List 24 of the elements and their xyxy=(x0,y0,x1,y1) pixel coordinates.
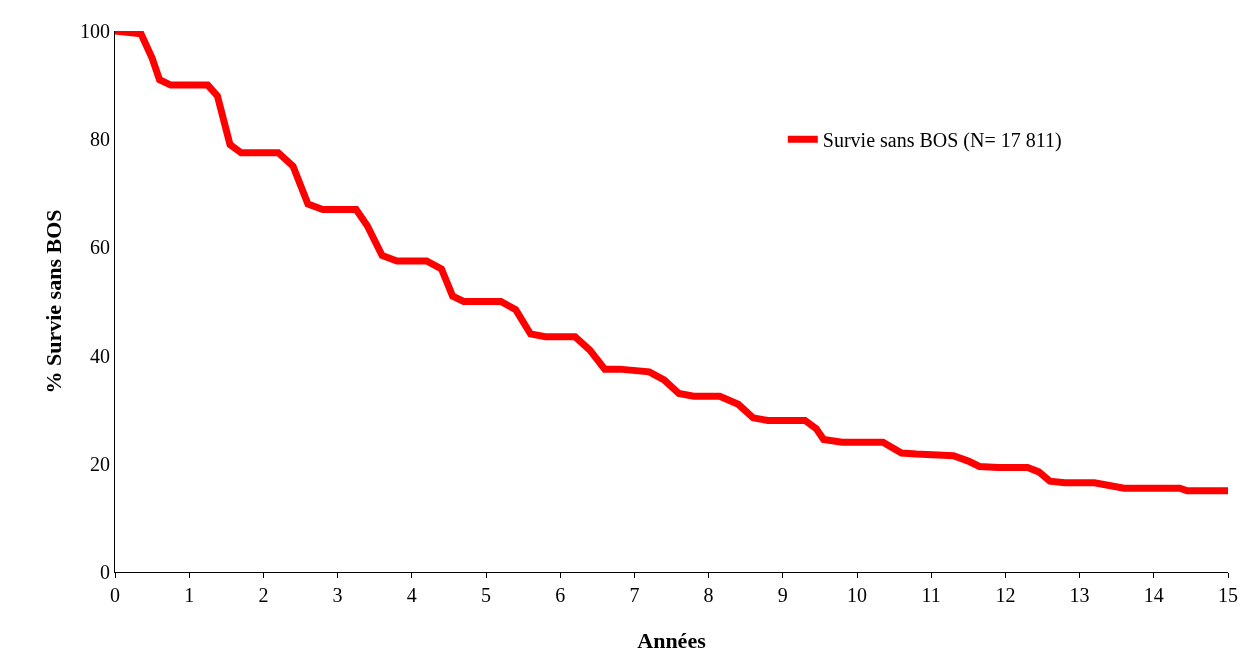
x-tick-label: 8 xyxy=(703,584,714,606)
x-tick-label: 15 xyxy=(1218,584,1238,606)
x-tick-label: 13 xyxy=(1069,584,1090,606)
x-tick-label: 5 xyxy=(481,584,491,606)
y-axis-title: % Survie sans BOS xyxy=(41,209,66,394)
y-tick-label: 40 xyxy=(90,344,110,367)
y-tick-label: 20 xyxy=(90,452,110,475)
y-tick-label: 60 xyxy=(90,236,110,259)
x-tick-label: 12 xyxy=(995,584,1016,606)
x-tick-label: 3 xyxy=(332,584,343,606)
y-tick-label: 100 xyxy=(80,20,110,42)
legend-label: Survie sans BOS (N= 17 811) xyxy=(822,129,1062,152)
y-tick-label: 0 xyxy=(100,561,110,583)
x-tick-label: 7 xyxy=(629,584,640,606)
x-tick-label: 14 xyxy=(1143,584,1164,606)
y-tick-label: 80 xyxy=(90,128,110,151)
x-tick-label: 9 xyxy=(777,584,788,606)
x-tick-label: 4 xyxy=(406,584,417,606)
x-tick-label: 10 xyxy=(847,584,867,606)
x-axis-title: Années xyxy=(637,628,707,653)
x-tick-label: 1 xyxy=(184,584,195,606)
x-tick-label: 11 xyxy=(921,584,941,606)
x-tick-label: 6 xyxy=(555,584,566,606)
x-tick-label: 2 xyxy=(258,584,269,606)
